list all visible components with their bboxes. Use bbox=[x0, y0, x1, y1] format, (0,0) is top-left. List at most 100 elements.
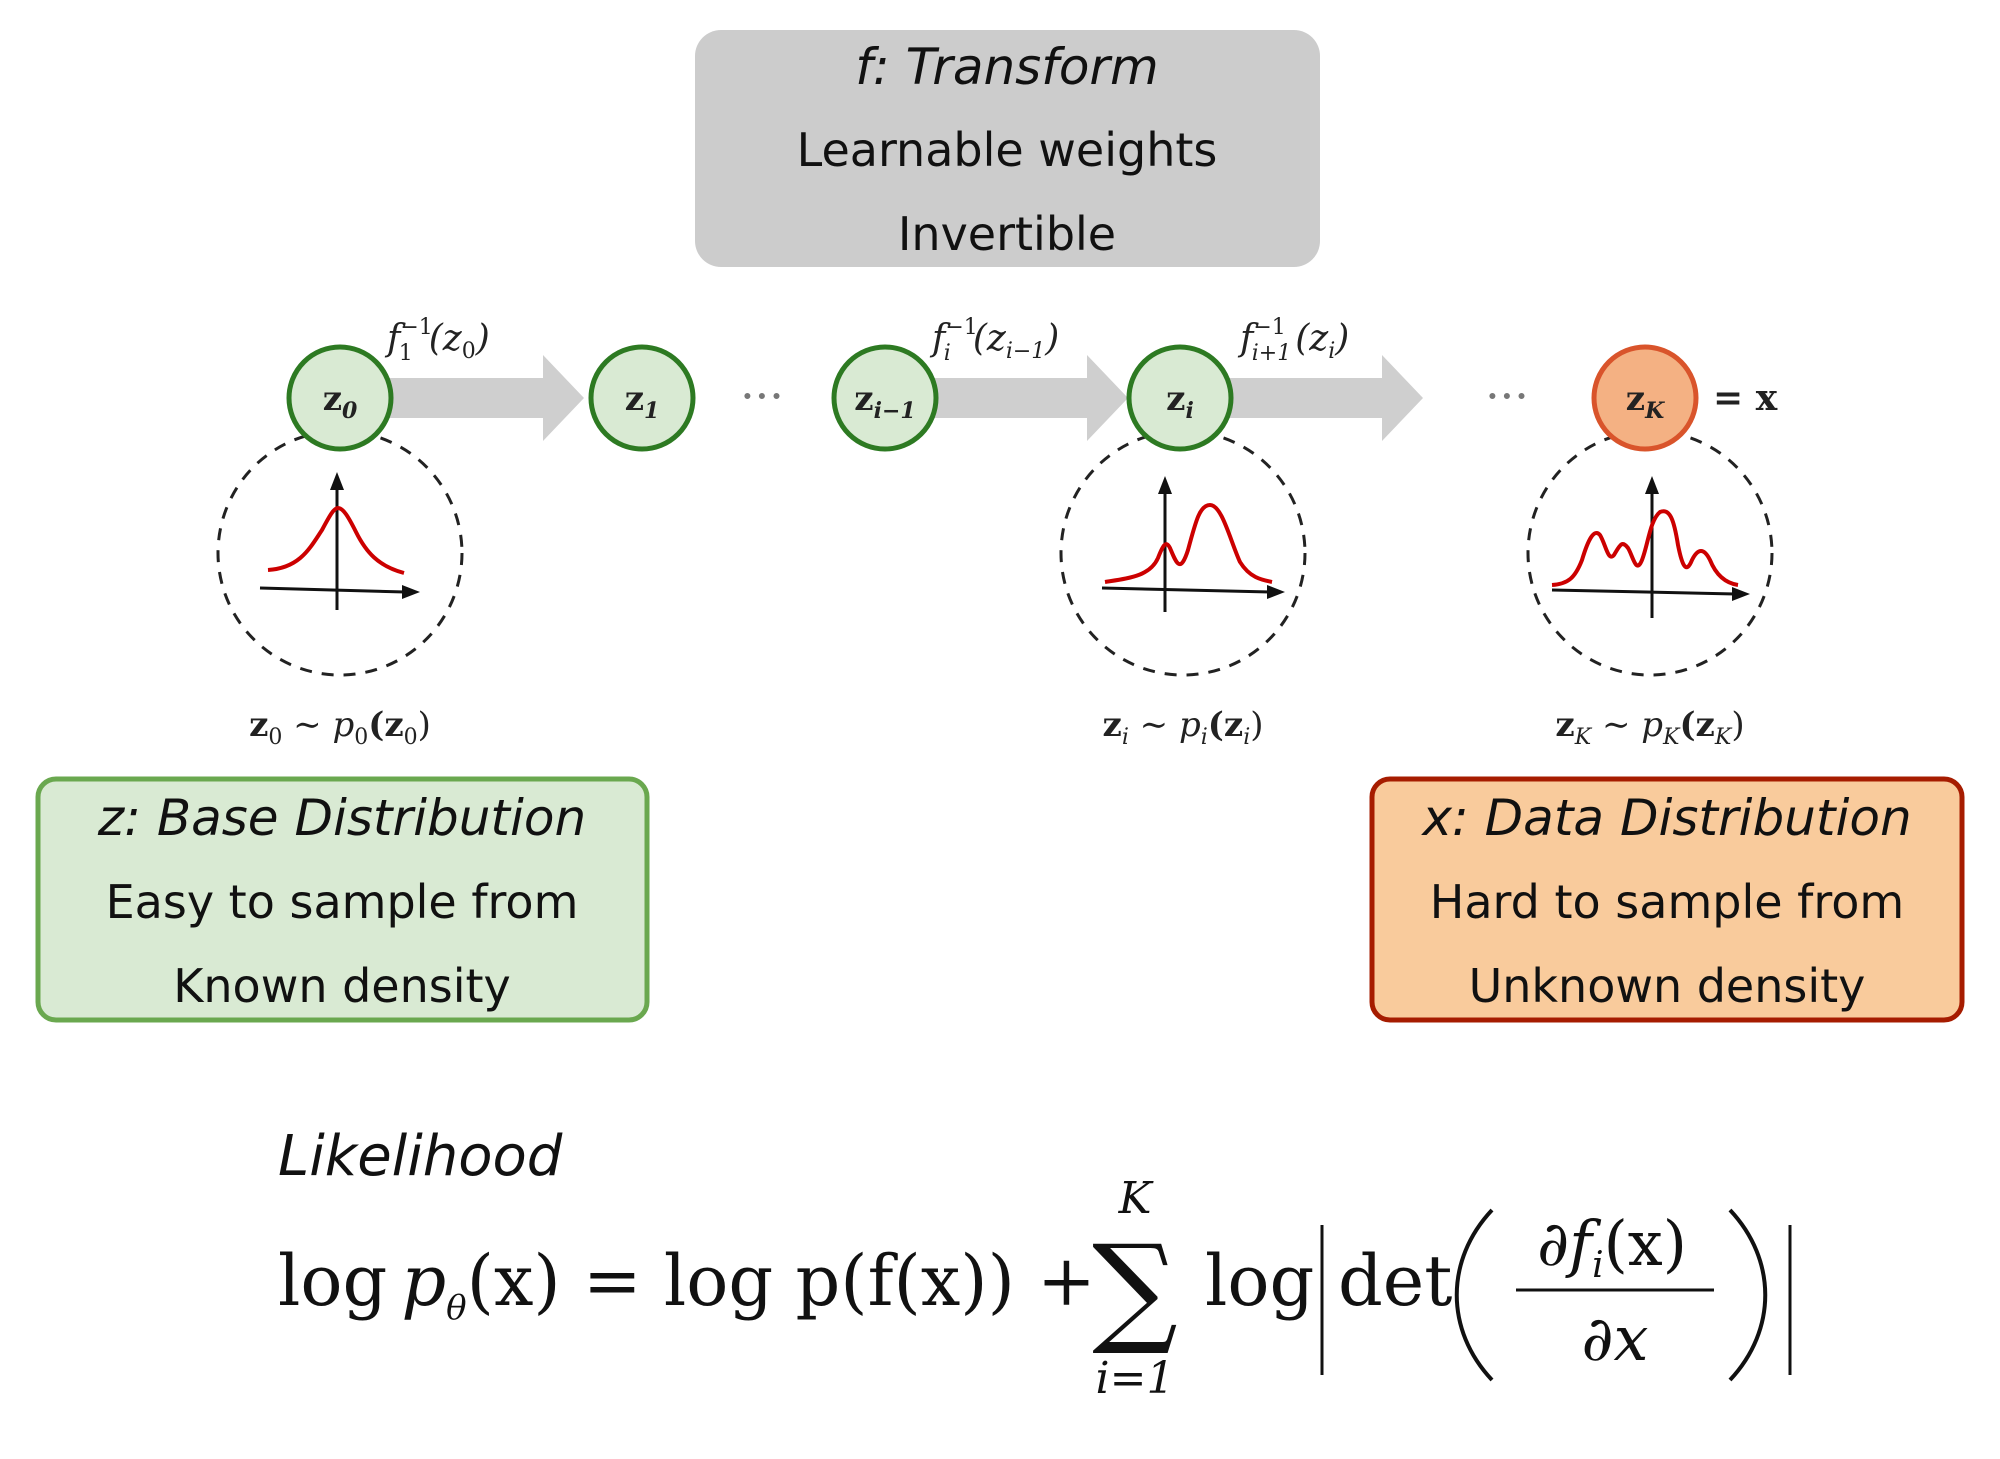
density-curve bbox=[267, 505, 405, 575]
edge-sup: −1 bbox=[945, 315, 977, 340]
node-zk: zK bbox=[1591, 344, 1699, 452]
edge-label-f1-inv: f−1 1 (z0) bbox=[384, 315, 490, 366]
svg-text:z0: z0 bbox=[323, 379, 358, 424]
x-axis-arrowhead bbox=[1267, 585, 1285, 599]
data-box-title: x: Data Distribution bbox=[1420, 789, 1911, 847]
transform-box: f: Transform Learnable weights Invertibl… bbox=[695, 30, 1320, 267]
svg-text:zK: zK bbox=[1626, 379, 1665, 424]
edge-close: ) bbox=[475, 318, 490, 359]
edge-arg: (z bbox=[973, 318, 1007, 359]
edge-sup: −1 bbox=[400, 315, 432, 340]
y-axis-arrowhead bbox=[1158, 476, 1172, 494]
x-axis bbox=[1551, 588, 1736, 596]
edge-sub: i bbox=[944, 341, 951, 366]
eq-numerator-arg: (x) bbox=[1604, 1207, 1687, 1280]
node-sub: K bbox=[1644, 398, 1665, 424]
eq-lhs-p: p bbox=[401, 1240, 446, 1322]
arrow-zi-next bbox=[1228, 355, 1423, 441]
transform-box-bg bbox=[695, 30, 1320, 267]
eq-log: log bbox=[1205, 1240, 1314, 1322]
dist-circle-z0 bbox=[216, 429, 464, 677]
node-base: z bbox=[323, 379, 342, 419]
ellipsis-1: ··· bbox=[740, 369, 784, 423]
svg-text:f−11(z0): f−1 1 (z0) bbox=[384, 315, 490, 366]
data-box-line1: Hard to sample from bbox=[1430, 875, 1904, 929]
edge-arg: (z bbox=[1295, 318, 1329, 359]
node-base: z bbox=[1626, 379, 1645, 419]
eq-numerator: ∂f bbox=[1537, 1207, 1602, 1280]
likelihood-title: Likelihood bbox=[278, 1124, 563, 1189]
svg-text:∂fi(x): ∂fi(x) bbox=[1537, 1207, 1687, 1286]
eq-sum-bottom: i=1 bbox=[1096, 1353, 1175, 1404]
eq-sum-symbol: ∑ bbox=[1092, 1220, 1178, 1359]
edge-label-fi1-inv: f−1 i+1 (zi) bbox=[1237, 315, 1349, 366]
y-axis-arrowhead bbox=[330, 472, 344, 490]
likelihood-equation: log pθ(x) = log p(f(x)) + K ∑ i=1 log det… bbox=[278, 1173, 1792, 1404]
dist-label-z0: z0 ∼ p0(z0) bbox=[249, 705, 431, 750]
node-sub: 1 bbox=[644, 398, 659, 424]
transform-box-line2: Invertible bbox=[898, 207, 1116, 261]
edge-sup: −1 bbox=[1253, 315, 1285, 340]
x-axis bbox=[1101, 586, 1271, 594]
dist-circle-zk bbox=[1526, 429, 1774, 677]
x-axis-arrowhead bbox=[402, 585, 420, 599]
paren-right bbox=[1728, 1208, 1768, 1382]
edge-sub: i+1 bbox=[1252, 341, 1291, 366]
eq-sum-top: K bbox=[1118, 1173, 1154, 1224]
base-box-line2: Known density bbox=[173, 959, 511, 1013]
arrow-zi-1-zi bbox=[930, 355, 1128, 441]
edge-argsub: 0 bbox=[462, 339, 476, 364]
svg-text:f−1i+1(zi): f−1 i+1 (zi) bbox=[1237, 315, 1349, 366]
base-box-line1: Easy to sample from bbox=[106, 875, 579, 929]
svg-text:zi: zi bbox=[1166, 379, 1194, 424]
y-axis-arrowhead bbox=[1645, 476, 1659, 494]
eq-lhs-theta: θ bbox=[446, 1288, 466, 1328]
node-base: z bbox=[854, 379, 873, 419]
base-box-bg bbox=[35, 776, 650, 1023]
transform-box-line1: Learnable weights bbox=[797, 123, 1218, 177]
base-box-title: z: Base Distribution bbox=[97, 789, 586, 847]
node-sub: i−1 bbox=[874, 398, 916, 424]
edge-label-fi-inv: f−1 i (zi−1) bbox=[929, 315, 1059, 366]
node-zi: zi bbox=[1126, 344, 1234, 452]
svg-text:z1: z1 bbox=[625, 379, 660, 424]
eq-det: det bbox=[1338, 1240, 1452, 1322]
flow-arrows bbox=[388, 355, 1423, 441]
density-curve bbox=[1104, 502, 1273, 584]
x-axis-arrowhead bbox=[1732, 587, 1750, 601]
node-base: z bbox=[625, 379, 644, 419]
transform-box-title: f: Transform bbox=[855, 38, 1158, 96]
dist-label-zi: zi ∼ pi(zi) bbox=[1103, 705, 1264, 750]
equals-x-label: = x bbox=[1713, 377, 1778, 419]
arrow-z0-z1 bbox=[388, 355, 584, 441]
eq-numerator-sub: i bbox=[1592, 1245, 1604, 1286]
x-axis bbox=[259, 586, 406, 594]
density-curve bbox=[1551, 509, 1739, 587]
edge-arg: (z bbox=[429, 318, 463, 359]
node-z0: z0 bbox=[286, 344, 394, 452]
dist-label-zk: zK ∼ pK(zK) bbox=[1555, 705, 1744, 750]
data-box-line2: Unknown density bbox=[1469, 959, 1866, 1013]
edge-argsub: i bbox=[1328, 339, 1335, 364]
edge-sub: 1 bbox=[399, 341, 413, 366]
node-zi-1: zi−1 bbox=[831, 344, 939, 452]
paren-left bbox=[1454, 1208, 1494, 1382]
data-box-bg bbox=[1369, 776, 1965, 1023]
eq-denominator: ∂x bbox=[1581, 1302, 1648, 1375]
eq-lhs-log: log bbox=[278, 1240, 387, 1322]
data-distribution-box: x: Data Distribution Hard to sample from… bbox=[1369, 776, 1965, 1023]
svg-text:zi−1: zi−1 bbox=[854, 379, 915, 424]
edge-close: ) bbox=[1044, 318, 1059, 359]
svg-text:f−1i(zi−1): f−1 i (zi−1) bbox=[929, 315, 1059, 366]
edge-close: ) bbox=[1334, 318, 1349, 359]
base-distribution-box: z: Base Distribution Easy to sample from… bbox=[35, 776, 650, 1023]
eq-lhs-rest: (x) = log p(f(x)) + bbox=[467, 1240, 1096, 1322]
edge-argsub: i−1 bbox=[1006, 339, 1045, 364]
dist-circle-zi bbox=[1059, 429, 1307, 677]
node-sub: i bbox=[1185, 398, 1193, 424]
node-sub: 0 bbox=[342, 398, 358, 424]
ellipsis-2: ··· bbox=[1485, 369, 1529, 423]
node-base: z bbox=[1166, 379, 1185, 419]
